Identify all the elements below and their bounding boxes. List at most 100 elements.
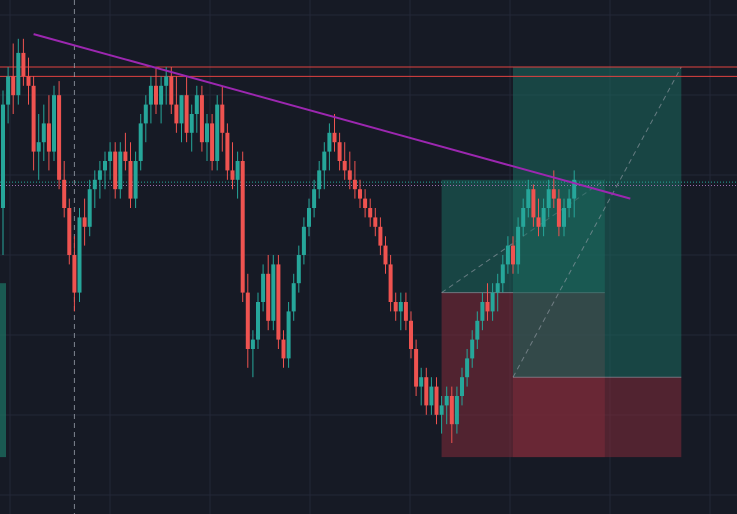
candle-body <box>439 405 444 415</box>
candle-body <box>164 76 169 86</box>
candle-body <box>317 170 322 190</box>
candle-body <box>16 52 21 96</box>
candle-body <box>352 179 357 190</box>
candle-body <box>358 189 362 199</box>
candle-body <box>21 52 26 77</box>
candle-body <box>169 76 174 105</box>
candle-body <box>485 302 490 312</box>
candle-body <box>6 76 11 105</box>
candle-body <box>256 302 260 340</box>
candle-body <box>154 85 158 105</box>
candle-body <box>148 85 153 105</box>
candle-body <box>261 273 266 302</box>
candle-body <box>296 255 301 284</box>
candle-body <box>388 264 393 302</box>
candle-body <box>301 226 306 255</box>
candle-body <box>419 377 424 387</box>
candle-body <box>521 208 526 227</box>
candle-body <box>307 208 311 227</box>
candle-body <box>138 123 143 161</box>
candle-body <box>184 95 189 133</box>
candle-body <box>291 283 296 312</box>
candle-body <box>276 264 281 340</box>
candle-body <box>332 132 337 143</box>
candle-body <box>62 179 67 208</box>
candle-body <box>87 189 92 227</box>
candle-body <box>409 320 413 349</box>
candle-body <box>368 208 373 218</box>
candle-body <box>546 189 551 208</box>
candle-body <box>143 104 148 124</box>
candle-body <box>1 104 5 208</box>
candle-body <box>363 198 368 208</box>
candle-body <box>159 85 164 105</box>
candle-body <box>342 161 347 171</box>
candle-body <box>337 142 342 161</box>
candle-body <box>490 292 495 312</box>
candle-body <box>511 245 515 265</box>
candle-body <box>215 104 220 161</box>
candle-body <box>179 95 184 124</box>
candle-body <box>373 217 378 227</box>
candle-body <box>174 104 179 124</box>
candle-body <box>526 189 531 208</box>
candle-body <box>429 386 434 406</box>
candle-body <box>403 302 408 321</box>
candle-body <box>475 320 480 340</box>
candle-body <box>72 255 77 293</box>
candle-body <box>460 377 464 396</box>
candle-body <box>108 151 113 161</box>
candle-body <box>347 170 352 180</box>
position-diagonal-line <box>512 66 682 378</box>
candle-body <box>11 76 16 96</box>
candle-body <box>103 161 107 171</box>
trendline <box>33 33 631 200</box>
candle-body <box>57 95 62 180</box>
candle-body <box>378 226 383 246</box>
candle-body <box>449 396 454 425</box>
candle-body <box>82 217 87 227</box>
candle-body <box>210 123 215 161</box>
candle-body <box>52 95 56 152</box>
candle-body <box>128 161 133 199</box>
candle-body <box>281 339 286 359</box>
candle-body <box>31 85 36 152</box>
candle-body <box>536 217 541 227</box>
candle-body <box>113 151 118 190</box>
candle-body <box>41 123 46 143</box>
candle-body <box>500 264 505 284</box>
candle-body <box>480 302 485 321</box>
candle-body <box>551 189 556 199</box>
candle-body <box>118 151 123 190</box>
candle-body <box>123 151 128 161</box>
candle-body <box>266 273 271 321</box>
candle-body <box>26 76 31 86</box>
candle-body <box>230 170 235 180</box>
candle-body <box>312 189 317 208</box>
candle-body <box>92 179 97 190</box>
candle-body <box>562 208 566 227</box>
candle-body <box>225 132 230 171</box>
candle-body <box>383 245 388 265</box>
candle-body <box>240 161 245 293</box>
candle-body <box>220 104 225 133</box>
candle-body <box>572 179 577 199</box>
candle-body <box>444 396 449 406</box>
candle-body <box>531 189 536 218</box>
candle-body <box>77 217 82 293</box>
candle-body <box>322 151 327 171</box>
candle-body <box>189 114 194 133</box>
candle-body <box>393 302 398 312</box>
candle-body <box>414 349 419 387</box>
candle-body <box>133 161 138 199</box>
candle-body <box>424 377 429 406</box>
candle-body <box>516 226 521 265</box>
candle-body <box>199 95 204 143</box>
candle-body <box>495 283 500 293</box>
candle-body <box>46 123 51 152</box>
candle-body <box>286 311 291 359</box>
candle-body <box>205 123 209 143</box>
candle-body <box>470 339 475 359</box>
